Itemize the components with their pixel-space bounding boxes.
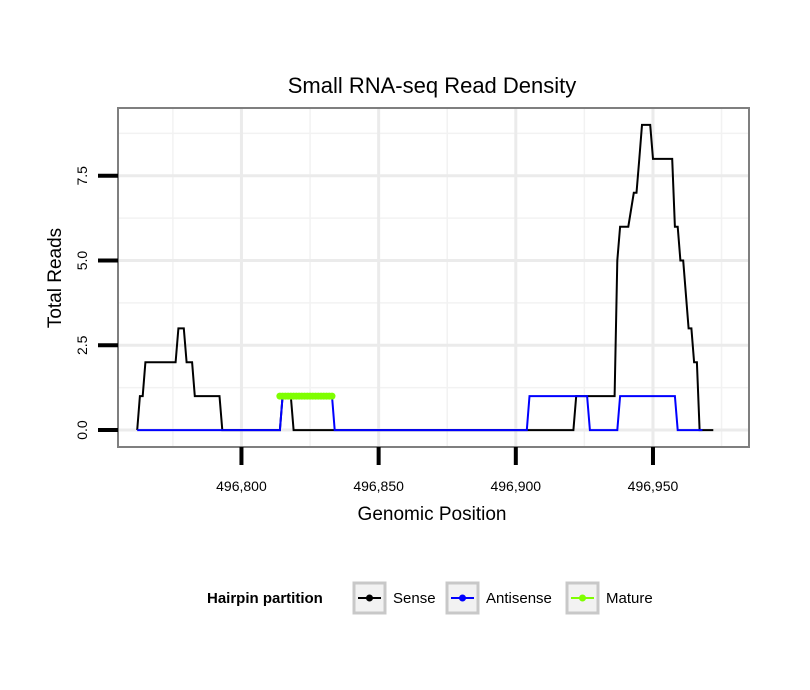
legend-entry-mature: Mature xyxy=(565,581,653,615)
legend-title: Hairpin partition xyxy=(207,590,323,607)
chart-title: Small RNA-seq Read Density xyxy=(288,73,577,98)
legend-label: Mature xyxy=(606,590,653,607)
y-tick-label: 7.5 xyxy=(74,166,90,186)
mature-point xyxy=(328,392,336,400)
x-axis: 496,800 496,850 496,900 496,950 xyxy=(216,447,678,494)
legend-key-point xyxy=(579,594,586,602)
legend-key-point xyxy=(366,594,373,602)
x-tick-label: 496,950 xyxy=(628,478,679,494)
plot-border xyxy=(117,107,750,448)
y-axis: 0.0 2.5 5.0 7.5 xyxy=(74,166,118,440)
series-layer xyxy=(136,123,714,432)
legend-entry-sense: Sense xyxy=(352,581,436,615)
y-tick-label: 2.5 xyxy=(74,335,90,355)
plot-panel xyxy=(118,108,749,447)
legend-entry-antisense: Antisense xyxy=(445,581,552,615)
series-line-sense xyxy=(136,123,714,432)
legend-label: Antisense xyxy=(486,590,552,607)
legend: Hairpin partition Sense Antisense Mature xyxy=(207,581,653,615)
legend-label: Sense xyxy=(393,590,436,607)
legend-key-point xyxy=(459,594,466,602)
x-axis-label: Genomic Position xyxy=(358,504,507,525)
x-tick-label: 496,850 xyxy=(353,478,404,494)
x-tick-label: 496,900 xyxy=(490,478,541,494)
y-tick-label: 5.0 xyxy=(74,251,90,271)
y-tick-label: 0.0 xyxy=(74,420,90,440)
x-tick-label: 496,800 xyxy=(216,478,267,494)
y-axis-label: Total Reads xyxy=(45,228,66,328)
